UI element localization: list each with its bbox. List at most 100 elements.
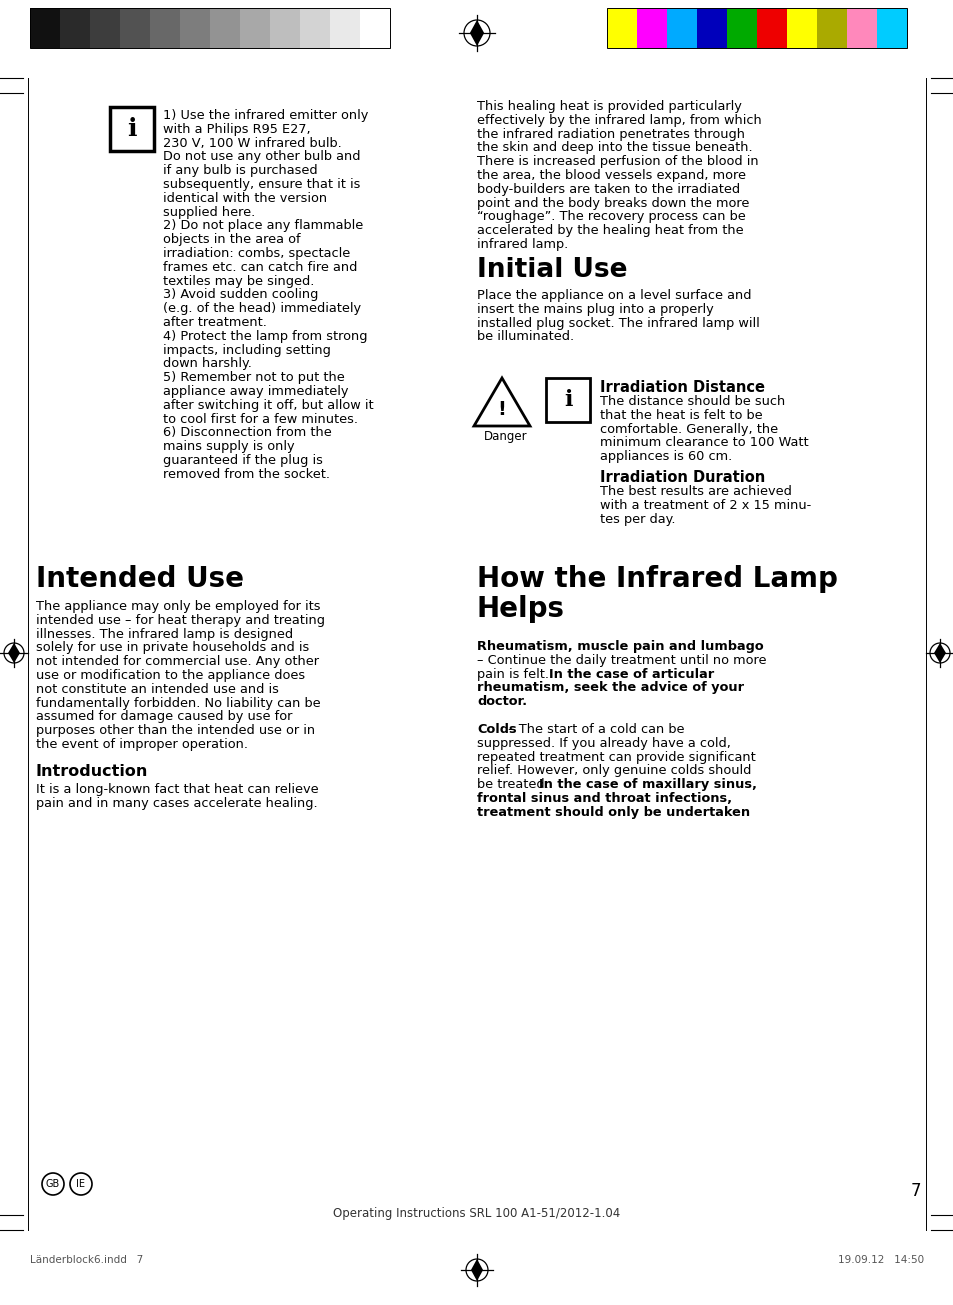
Text: if any bulb is purchased: if any bulb is purchased (163, 164, 317, 177)
Text: the skin and deep into the tissue beneath.: the skin and deep into the tissue beneat… (476, 141, 752, 154)
Text: “roughage”. The recovery process can be: “roughage”. The recovery process can be (476, 210, 745, 223)
Text: i: i (563, 389, 572, 411)
Text: Irradiation Duration: Irradiation Duration (599, 470, 764, 485)
Polygon shape (470, 20, 483, 46)
Polygon shape (471, 1259, 482, 1282)
Text: purposes other than the intended use or in: purposes other than the intended use or … (36, 724, 314, 737)
Text: Rheumatism, muscle pain and lumbago: Rheumatism, muscle pain and lumbago (476, 639, 762, 652)
Text: 2) Do not place any flammable: 2) Do not place any flammable (163, 219, 363, 232)
Text: after switching it off, but allow it: after switching it off, but allow it (163, 399, 374, 412)
Text: relief. However, only genuine colds should: relief. However, only genuine colds shou… (476, 765, 751, 778)
Text: In the case of maxillary sinus,: In the case of maxillary sinus, (538, 778, 756, 791)
Bar (757, 8, 786, 48)
Bar (90, 8, 120, 48)
Text: Place the appliance on a level surface and: Place the appliance on a level surface a… (476, 288, 751, 301)
Bar (110, 107, 153, 151)
Bar (606, 8, 637, 48)
Text: Operating Instructions SRL 100 A1-51/2012-1.04: Operating Instructions SRL 100 A1-51/201… (333, 1207, 620, 1220)
Text: not constitute an intended use and is: not constitute an intended use and is (36, 683, 278, 696)
Text: pain is felt.: pain is felt. (476, 668, 553, 681)
Text: 19.09.12   14:50: 19.09.12 14:50 (837, 1255, 923, 1265)
Text: Danger: Danger (483, 431, 527, 442)
Text: appliance away immediately: appliance away immediately (163, 385, 348, 398)
Bar (697, 8, 726, 48)
Text: identical with the version: identical with the version (163, 192, 327, 205)
Text: with a treatment of 2 x 15 minu-: with a treatment of 2 x 15 minu- (599, 499, 810, 512)
Bar (637, 8, 666, 48)
Text: 230 V, 100 W infrared bulb.: 230 V, 100 W infrared bulb. (163, 137, 341, 150)
Text: – Continue the daily treatment until no more: – Continue the daily treatment until no … (476, 654, 765, 667)
Bar (180, 8, 210, 48)
Bar (120, 8, 150, 48)
Polygon shape (8, 643, 20, 663)
Text: assumed for damage caused by use for: assumed for damage caused by use for (36, 710, 292, 723)
Text: Introduction: Introduction (36, 763, 149, 779)
Text: Helps: Helps (476, 595, 564, 622)
Text: (e.g. of the head) immediately: (e.g. of the head) immediately (163, 303, 361, 316)
Text: 5) Remember not to put the: 5) Remember not to put the (163, 371, 344, 384)
Bar (846, 8, 876, 48)
Text: be illuminated.: be illuminated. (476, 330, 574, 343)
Text: The appliance may only be employed for its: The appliance may only be employed for i… (36, 600, 320, 613)
Text: GB: GB (46, 1178, 60, 1189)
Bar (545, 378, 589, 422)
Text: Irradiation Distance: Irradiation Distance (599, 380, 764, 395)
Text: solely for use in private households and is: solely for use in private households and… (36, 641, 309, 654)
Text: infrared lamp.: infrared lamp. (476, 238, 568, 251)
Text: pain and in many cases accelerate healing.: pain and in many cases accelerate healin… (36, 796, 317, 809)
Text: irradiation: combs, spectacle: irradiation: combs, spectacle (163, 247, 350, 260)
Text: frames etc. can catch fire and: frames etc. can catch fire and (163, 261, 357, 274)
Text: – The start of a cold can be: – The start of a cold can be (504, 723, 684, 736)
Bar (60, 8, 90, 48)
Text: i: i (127, 117, 136, 141)
Bar (359, 8, 390, 48)
Text: illnesses. The infrared lamp is designed: illnesses. The infrared lamp is designed (36, 628, 293, 641)
Text: impacts, including setting: impacts, including setting (163, 343, 331, 356)
Text: be treated.: be treated. (476, 778, 553, 791)
Bar (786, 8, 816, 48)
Bar (330, 8, 359, 48)
Text: !: ! (497, 399, 506, 419)
Bar (606, 8, 906, 48)
Text: Colds: Colds (476, 723, 517, 736)
Text: 4) Protect the lamp from strong: 4) Protect the lamp from strong (163, 330, 367, 343)
Text: body-builders are taken to the irradiated: body-builders are taken to the irradiate… (476, 183, 740, 196)
Text: doctor.: doctor. (476, 696, 527, 709)
Text: textiles may be singed.: textiles may be singed. (163, 274, 314, 287)
Text: to cool first for a few minutes.: to cool first for a few minutes. (163, 412, 357, 425)
Text: The best results are achieved: The best results are achieved (599, 485, 791, 499)
Text: IE: IE (76, 1178, 86, 1189)
Text: subsequently, ensure that it is: subsequently, ensure that it is (163, 177, 360, 191)
Bar (726, 8, 757, 48)
Bar (240, 8, 270, 48)
Text: effectively by the infrared lamp, from which: effectively by the infrared lamp, from w… (476, 114, 760, 127)
Text: In the case of articular: In the case of articular (549, 668, 714, 681)
Text: removed from the socket.: removed from the socket. (163, 467, 330, 480)
Text: objects in the area of: objects in the area of (163, 234, 300, 247)
Text: intended use – for heat therapy and treating: intended use – for heat therapy and trea… (36, 613, 325, 626)
Text: It is a long-known fact that heat can relieve: It is a long-known fact that heat can re… (36, 783, 318, 796)
Text: Do not use any other bulb and: Do not use any other bulb and (163, 150, 360, 163)
Bar (666, 8, 697, 48)
Bar (270, 8, 299, 48)
Bar (876, 8, 906, 48)
Text: installed plug socket. The infrared lamp will: installed plug socket. The infrared lamp… (476, 317, 759, 330)
Text: 3) Avoid sudden cooling: 3) Avoid sudden cooling (163, 288, 318, 301)
Text: point and the body breaks down the more: point and the body breaks down the more (476, 197, 749, 210)
Text: insert the mains plug into a properly: insert the mains plug into a properly (476, 303, 713, 316)
Bar (150, 8, 180, 48)
Text: Initial Use: Initial Use (476, 257, 627, 283)
Text: comfortable. Generally, the: comfortable. Generally, the (599, 423, 778, 436)
Bar (299, 8, 330, 48)
Bar (30, 8, 60, 48)
Polygon shape (474, 378, 530, 425)
Text: This healing heat is provided particularly: This healing heat is provided particular… (476, 100, 741, 114)
Text: repeated treatment can provide significant: repeated treatment can provide significa… (476, 750, 755, 763)
Text: the event of improper operation.: the event of improper operation. (36, 739, 248, 750)
Text: minimum clearance to 100 Watt: minimum clearance to 100 Watt (599, 436, 808, 449)
Text: fundamentally forbidden. No liability can be: fundamentally forbidden. No liability ca… (36, 697, 320, 710)
Polygon shape (933, 643, 945, 663)
Text: down harshly.: down harshly. (163, 358, 252, 371)
Text: How the Infrared Lamp: How the Infrared Lamp (476, 565, 837, 592)
Text: frontal sinus and throat infections,: frontal sinus and throat infections, (476, 792, 731, 805)
